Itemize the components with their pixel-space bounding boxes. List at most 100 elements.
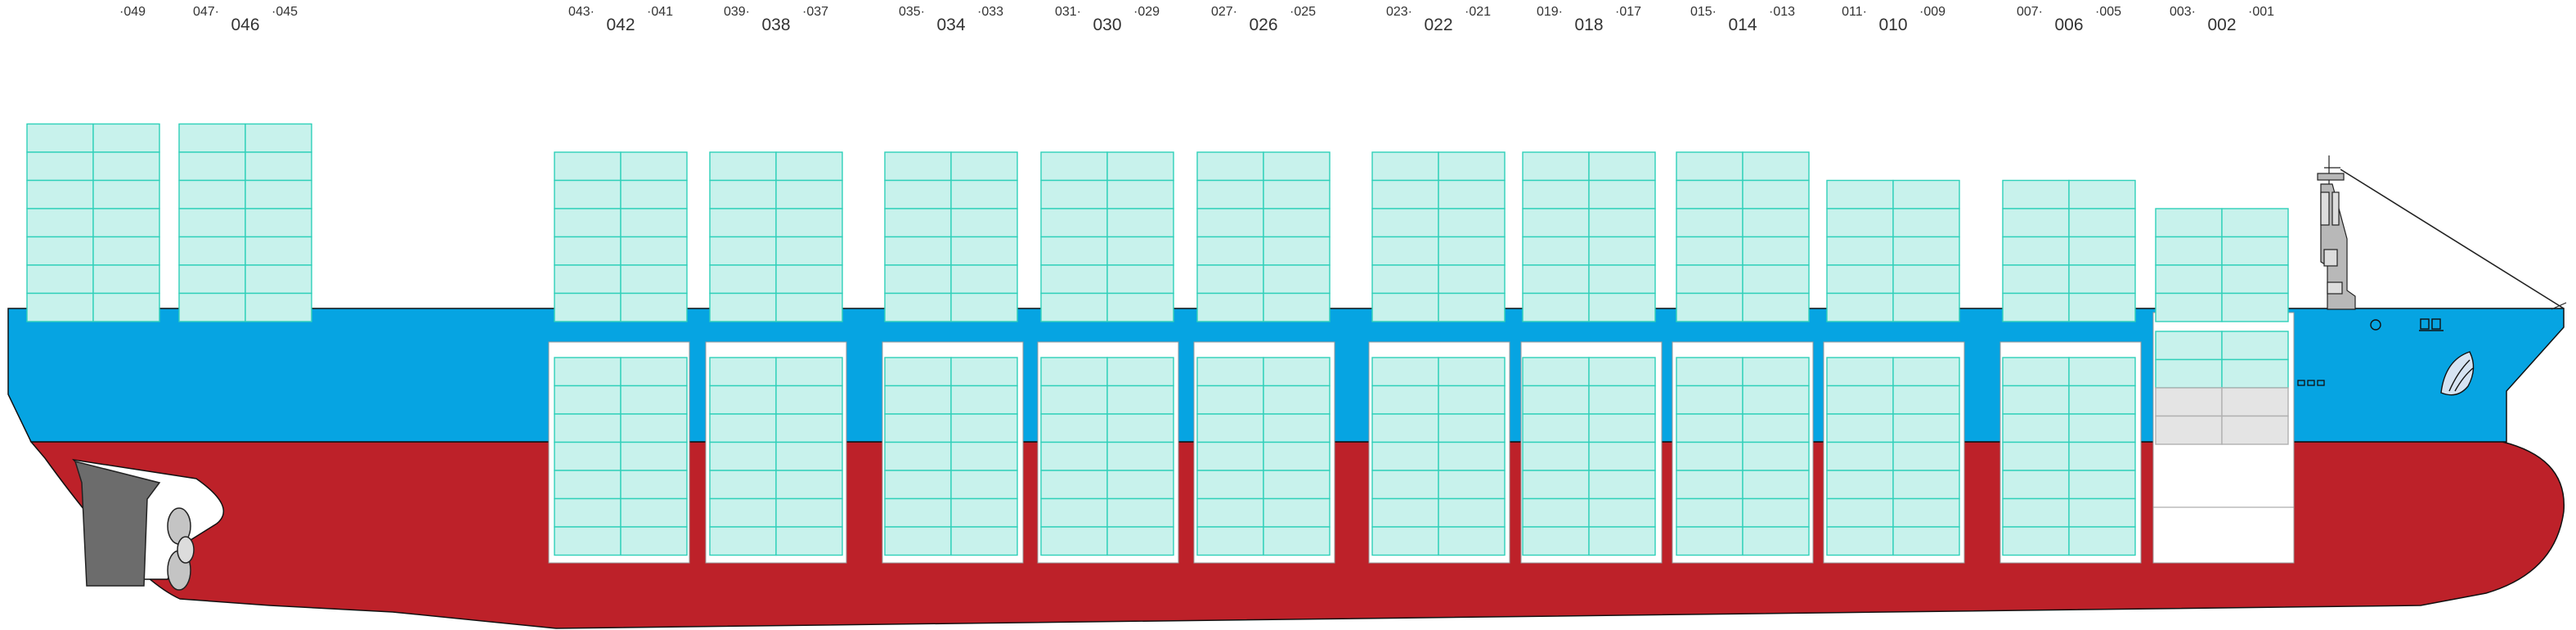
container-slot	[1892, 526, 1960, 556]
container-slot	[1742, 497, 1810, 528]
bay-name-label: 022	[1424, 16, 1452, 34]
container-slot	[620, 526, 688, 556]
container-slot	[709, 441, 777, 471]
container-slot	[1263, 413, 1331, 443]
container-slot	[2155, 264, 2223, 295]
hold-stack	[554, 357, 688, 556]
hold-stack	[1522, 357, 1656, 556]
container-slot	[1742, 441, 1810, 471]
container-slot	[1196, 264, 1264, 295]
container-slot	[1438, 151, 1506, 182]
bay-name-label: 034	[936, 16, 965, 34]
container-slot	[950, 357, 1018, 387]
container-slot	[2068, 470, 2136, 500]
container-slot	[1892, 208, 1960, 238]
bay-name-label: 014	[1728, 16, 1757, 34]
container-slot	[950, 385, 1018, 415]
container-slot	[2002, 413, 2070, 443]
container-slot	[1522, 179, 1590, 209]
container-slot	[554, 208, 622, 238]
container-slot	[245, 292, 312, 322]
container-slot	[2002, 292, 2070, 322]
container-slot	[775, 151, 843, 182]
bay-fwd-label: ·021	[1465, 5, 1491, 19]
container-slot	[884, 151, 952, 182]
container-slot	[950, 208, 1018, 238]
container-slot	[1106, 151, 1174, 182]
container-slot	[620, 441, 688, 471]
bay-name-label: 010	[1878, 16, 1907, 34]
container-slot	[1676, 236, 1744, 266]
container-slot	[1371, 357, 1439, 387]
container-slot	[2068, 236, 2136, 266]
container-slot	[1826, 413, 1894, 443]
container-slot	[1040, 236, 1108, 266]
container-slot	[950, 151, 1018, 182]
container-slot	[620, 151, 688, 182]
hold-stack	[1676, 357, 1810, 556]
mast-icon	[2317, 155, 2356, 310]
container-slot	[1676, 413, 1744, 443]
container-slot	[1263, 470, 1331, 500]
container-slot	[1742, 357, 1810, 387]
container-slot	[2068, 208, 2136, 238]
container-slot	[1826, 208, 1894, 238]
container-slot	[554, 441, 622, 471]
container-slot	[1196, 497, 1264, 528]
bay-aft-label: 039·	[724, 5, 750, 19]
container-slot	[1196, 413, 1264, 443]
container-slot	[775, 526, 843, 556]
container-slot	[1438, 208, 1506, 238]
container-slot	[1371, 208, 1439, 238]
container-slot	[1438, 470, 1506, 500]
container-slot	[92, 179, 160, 209]
container-slot	[950, 497, 1018, 528]
container-slot	[884, 179, 952, 209]
container-slot	[1196, 441, 1264, 471]
container-slot	[884, 292, 952, 322]
container-slot	[2155, 358, 2223, 389]
container-slot	[1106, 179, 1174, 209]
container-slot	[554, 179, 622, 209]
container-slot	[2221, 264, 2289, 295]
bay-aft-label: 019·	[1537, 5, 1563, 19]
container-slot	[1438, 292, 1506, 322]
container-slot	[1742, 292, 1810, 322]
container-slot	[1371, 385, 1439, 415]
container-slot	[1263, 526, 1331, 556]
bay-fwd-label: ·009	[1919, 5, 1945, 19]
container-slot	[1826, 357, 1894, 387]
container-slot	[554, 497, 622, 528]
container-slot	[884, 236, 952, 266]
rudder-icon	[74, 460, 161, 587]
container-slot	[1196, 179, 1264, 209]
bay-aft-label: 015·	[1690, 5, 1717, 19]
container-slot	[1040, 470, 1108, 500]
bay-aft-label: 011·	[1842, 5, 1867, 19]
container-slot	[1106, 208, 1174, 238]
container-slot	[245, 208, 312, 238]
container-slot	[709, 179, 777, 209]
container-slot	[1826, 385, 1894, 415]
container-slot	[554, 357, 622, 387]
container-slot	[2068, 179, 2136, 209]
container-slot	[26, 208, 94, 238]
container-slot	[620, 357, 688, 387]
container-slot	[1826, 236, 1894, 266]
hold-stack	[709, 357, 843, 556]
container-slot	[1040, 357, 1108, 387]
container-slot	[1371, 179, 1439, 209]
container-slot	[775, 264, 843, 295]
bay-aft-label: 027·	[1211, 5, 1237, 19]
container-slot	[620, 236, 688, 266]
propeller-icon	[167, 507, 195, 591]
empty-slot	[2155, 415, 2223, 445]
deck-stack	[2155, 208, 2289, 322]
container-slot	[2002, 497, 2070, 528]
container-slot	[1040, 385, 1108, 415]
container-slot	[2068, 497, 2136, 528]
container-slot	[2068, 526, 2136, 556]
container-slot	[1106, 526, 1174, 556]
container-slot	[1196, 208, 1264, 238]
container-slot	[1106, 292, 1174, 322]
